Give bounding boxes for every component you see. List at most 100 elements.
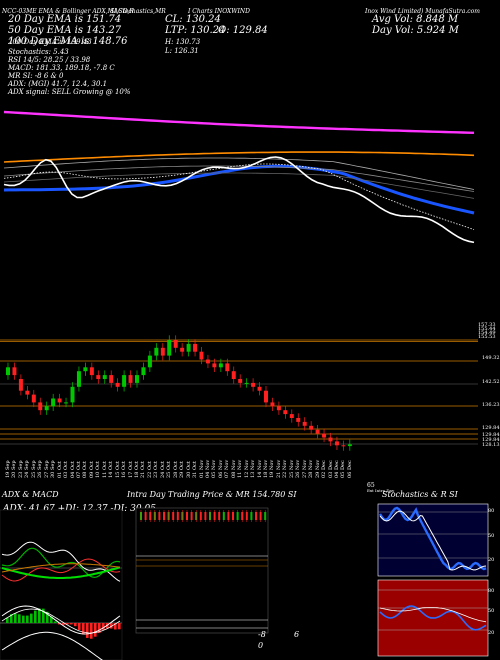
candle-body xyxy=(51,398,56,407)
plus-di-line xyxy=(1,547,121,579)
open-price: O: 129.84 xyxy=(218,25,268,36)
date-label: 03 Oct xyxy=(63,461,70,478)
price-level-7: 129.84 xyxy=(482,437,500,443)
candle-body xyxy=(289,414,294,418)
date-label: 04 Oct xyxy=(69,461,76,478)
candle-body xyxy=(212,363,217,368)
high-price: H: 130.73 xyxy=(165,38,201,46)
candle-body xyxy=(96,375,101,379)
macd-histogram-bar xyxy=(42,608,45,623)
candle-body xyxy=(122,375,127,387)
ltp-price: LTP: 130.24 xyxy=(165,25,226,36)
candle-body xyxy=(38,402,43,411)
band-upper-line xyxy=(3,157,475,190)
date-label: 25 Nov xyxy=(288,459,295,478)
candle-body xyxy=(89,367,94,376)
adx-signal-line xyxy=(1,566,121,579)
date-label: 08 Nov xyxy=(230,459,237,478)
ema100-label: 100 Day EMA is 148.76 xyxy=(8,36,128,47)
date-label: 27 Nov xyxy=(301,459,308,478)
macd-histogram-bar xyxy=(34,610,37,623)
date-label: 17 Oct xyxy=(127,461,134,478)
candle-body xyxy=(244,382,249,384)
macd-histogram-bar xyxy=(38,608,41,623)
adx-signal: ADX signal: SELL Growing @ 10% xyxy=(8,88,131,96)
candle-body xyxy=(218,363,223,368)
stoch-level-20: 20 xyxy=(488,557,495,563)
macd-signal-line xyxy=(1,608,121,634)
date-label: 26 Nov xyxy=(295,459,302,478)
header-line1-left: NCC-03ME EMA & Bollinger ADX,MACD,R xyxy=(2,8,134,15)
candle-body xyxy=(328,437,333,442)
macd-histogram-bar xyxy=(70,623,73,625)
date-label: 02 Dec xyxy=(321,460,328,478)
date-label: 08 Oct xyxy=(82,461,89,478)
macd-histogram-bar xyxy=(26,615,29,623)
stoch-level-80: 80 xyxy=(488,508,495,514)
stochastic-d-line xyxy=(379,510,487,571)
candle-body xyxy=(322,433,327,438)
date-label: 21 Oct xyxy=(140,461,147,478)
candle-body xyxy=(341,445,346,447)
date-label: 30 Oct xyxy=(185,461,192,478)
candle-body xyxy=(315,429,320,434)
low-price: L: 126.31 xyxy=(165,47,199,55)
macd-histogram-bar xyxy=(50,616,53,623)
candle-body xyxy=(296,418,301,422)
candle-body xyxy=(70,386,75,403)
macd-histogram-bar xyxy=(6,617,9,623)
stoch-level-50: 50 xyxy=(488,533,495,539)
band-lower-line xyxy=(3,172,475,199)
macd-histogram-bar xyxy=(74,623,77,627)
date-label: 23 Sep xyxy=(17,460,24,478)
band-mid-line xyxy=(3,165,475,192)
date-label: 23 Oct xyxy=(153,461,160,478)
adx-orange-line xyxy=(1,563,121,573)
candle-body xyxy=(225,363,230,372)
price-level-3: 142.52 xyxy=(482,379,500,385)
candle-body xyxy=(257,386,262,391)
candle-body xyxy=(334,441,339,446)
macd-histogram-bar xyxy=(102,623,105,630)
date-label: 06 Nov xyxy=(217,459,224,478)
date-label: 28 Oct xyxy=(172,461,179,478)
intraday-level-2: 6 xyxy=(294,630,300,639)
macd-histogram-bar xyxy=(14,613,17,623)
intraday-level-3: 0 xyxy=(258,641,264,650)
intraday-panel xyxy=(135,507,269,634)
candle-body xyxy=(199,351,204,360)
header-ticker: I Charts INOXWIND xyxy=(188,8,250,15)
candle-body xyxy=(115,382,120,387)
macd-histogram-bar xyxy=(30,613,33,623)
date-label: 24 Sep xyxy=(24,460,31,478)
candle-body xyxy=(205,359,210,364)
date-label: 19 Nov xyxy=(269,459,276,478)
candle-body xyxy=(25,390,30,395)
rsi-label: RSI 14/5: 28.25 / 33.98 xyxy=(8,56,91,64)
date-label: 09 Oct xyxy=(88,461,95,478)
candle-body xyxy=(173,340,178,348)
macd-line xyxy=(1,605,121,635)
price-level-1: 155.53 xyxy=(478,334,496,340)
mr-line xyxy=(1,631,103,660)
candle-body xyxy=(251,382,256,387)
bottom-label: 65 xyxy=(367,482,375,489)
candle-body xyxy=(180,347,185,352)
header-line1-mid: SI,Stochastics,MR xyxy=(110,8,166,15)
candle-body xyxy=(147,355,152,368)
date-label: 01 Nov xyxy=(198,459,205,478)
date-label: 22 Oct xyxy=(146,461,153,478)
candle-body xyxy=(128,375,133,383)
macd-histogram-bar xyxy=(54,621,57,623)
date-label: 24 Oct xyxy=(159,461,166,478)
macd-histogram-bar xyxy=(78,623,81,630)
candle-body xyxy=(57,398,62,403)
stoch-frame xyxy=(377,503,489,577)
candle-body xyxy=(276,406,281,411)
price-line xyxy=(3,156,475,244)
macd-histogram-bar xyxy=(118,623,121,630)
date-label: 21 Nov xyxy=(275,459,282,478)
macd-histogram-bar xyxy=(114,623,117,630)
macd-histogram-bar xyxy=(62,623,65,626)
adx-label: ADX: (MGI) 41.7, 12.4, 30.1 xyxy=(8,80,108,88)
